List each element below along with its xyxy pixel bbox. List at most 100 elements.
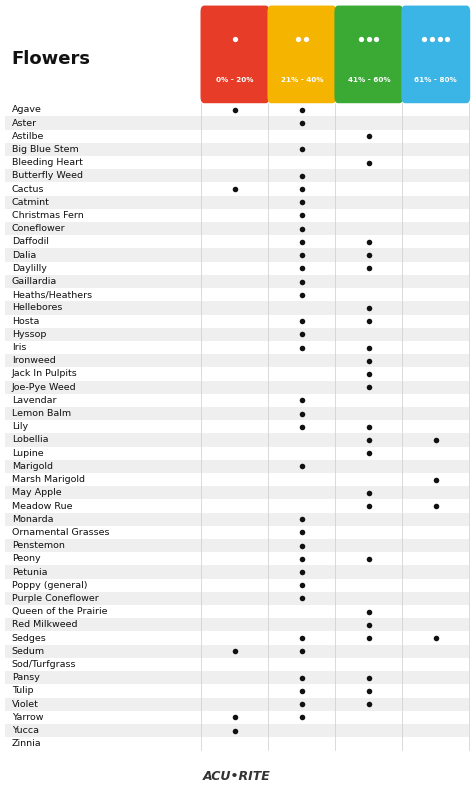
FancyBboxPatch shape xyxy=(5,156,469,169)
Text: Yarrow: Yarrow xyxy=(12,713,43,722)
FancyBboxPatch shape xyxy=(5,129,469,143)
Text: Ironweed: Ironweed xyxy=(12,357,55,365)
Text: Poppy (general): Poppy (general) xyxy=(12,580,87,590)
Text: Sedges: Sedges xyxy=(12,634,46,642)
Text: Lobellia: Lobellia xyxy=(12,435,48,445)
Text: Lupine: Lupine xyxy=(12,449,44,457)
Text: Astilbe: Astilbe xyxy=(12,132,44,141)
FancyBboxPatch shape xyxy=(5,473,469,486)
Text: Hosta: Hosta xyxy=(12,317,39,326)
Text: Bleeding Heart: Bleeding Heart xyxy=(12,158,83,168)
Text: Joe-Pye Weed: Joe-Pye Weed xyxy=(12,383,76,391)
Text: Catmint: Catmint xyxy=(12,198,50,206)
FancyBboxPatch shape xyxy=(5,380,469,394)
Text: Daffodil: Daffodil xyxy=(12,237,49,246)
Text: Agave: Agave xyxy=(12,106,42,114)
FancyBboxPatch shape xyxy=(267,6,336,103)
Text: Coneflower: Coneflower xyxy=(12,224,65,233)
Text: 61% - 80%: 61% - 80% xyxy=(414,77,457,83)
FancyBboxPatch shape xyxy=(5,235,469,249)
FancyBboxPatch shape xyxy=(5,169,469,183)
FancyBboxPatch shape xyxy=(401,6,470,103)
Text: Christmas Fern: Christmas Fern xyxy=(12,211,83,220)
Text: Flowers: Flowers xyxy=(12,50,91,67)
Text: Peony: Peony xyxy=(12,554,40,563)
FancyBboxPatch shape xyxy=(334,6,403,103)
FancyBboxPatch shape xyxy=(5,434,469,446)
Text: 41% - 60%: 41% - 60% xyxy=(347,77,390,83)
FancyBboxPatch shape xyxy=(5,420,469,434)
Text: Sedum: Sedum xyxy=(12,647,45,656)
FancyBboxPatch shape xyxy=(5,619,469,631)
Text: Lavendar: Lavendar xyxy=(12,396,56,405)
FancyBboxPatch shape xyxy=(5,354,469,368)
FancyBboxPatch shape xyxy=(5,499,469,513)
FancyBboxPatch shape xyxy=(5,737,469,750)
Text: ACU•RITE: ACU•RITE xyxy=(203,770,271,783)
FancyBboxPatch shape xyxy=(201,6,269,103)
FancyBboxPatch shape xyxy=(5,446,469,460)
FancyBboxPatch shape xyxy=(5,460,469,473)
FancyBboxPatch shape xyxy=(5,513,469,526)
Text: Sod/Turfgrass: Sod/Turfgrass xyxy=(12,660,76,669)
FancyBboxPatch shape xyxy=(5,117,469,129)
FancyBboxPatch shape xyxy=(5,553,469,565)
Text: Red Milkweed: Red Milkweed xyxy=(12,620,77,630)
FancyBboxPatch shape xyxy=(5,684,469,697)
FancyBboxPatch shape xyxy=(5,394,469,407)
Text: 0% - 20%: 0% - 20% xyxy=(216,77,254,83)
FancyBboxPatch shape xyxy=(5,195,469,209)
Text: Meadow Rue: Meadow Rue xyxy=(12,502,73,511)
FancyBboxPatch shape xyxy=(5,592,469,605)
FancyBboxPatch shape xyxy=(5,658,469,671)
FancyBboxPatch shape xyxy=(5,526,469,539)
Text: 21% - 40%: 21% - 40% xyxy=(281,77,323,83)
Text: Cactus: Cactus xyxy=(12,184,45,194)
Text: Lily: Lily xyxy=(12,422,28,431)
FancyBboxPatch shape xyxy=(5,697,469,711)
FancyBboxPatch shape xyxy=(5,368,469,380)
Text: Penstemon: Penstemon xyxy=(12,542,65,550)
Text: Hyssop: Hyssop xyxy=(12,330,46,339)
Text: Daylilly: Daylilly xyxy=(12,264,47,273)
FancyBboxPatch shape xyxy=(5,262,469,275)
Text: Queen of the Prairie: Queen of the Prairie xyxy=(12,607,107,616)
Text: Butterfly Weed: Butterfly Weed xyxy=(12,172,83,180)
FancyBboxPatch shape xyxy=(5,301,469,314)
FancyBboxPatch shape xyxy=(5,249,469,262)
Text: Dalia: Dalia xyxy=(12,251,36,260)
FancyBboxPatch shape xyxy=(5,183,469,195)
FancyBboxPatch shape xyxy=(5,539,469,553)
FancyBboxPatch shape xyxy=(5,328,469,341)
FancyBboxPatch shape xyxy=(5,724,469,737)
FancyBboxPatch shape xyxy=(5,222,469,235)
FancyBboxPatch shape xyxy=(5,314,469,328)
Text: Zinnia: Zinnia xyxy=(12,739,42,748)
Text: Jack In Pulpits: Jack In Pulpits xyxy=(12,369,78,379)
Text: Petunia: Petunia xyxy=(12,568,47,576)
FancyBboxPatch shape xyxy=(5,711,469,724)
Text: Iris: Iris xyxy=(12,343,26,352)
Text: Violet: Violet xyxy=(12,700,39,708)
Text: Ornamental Grasses: Ornamental Grasses xyxy=(12,528,109,537)
Text: Marsh Marigold: Marsh Marigold xyxy=(12,475,85,484)
FancyBboxPatch shape xyxy=(5,671,469,684)
FancyBboxPatch shape xyxy=(5,565,469,579)
FancyBboxPatch shape xyxy=(5,103,469,117)
FancyBboxPatch shape xyxy=(5,645,469,658)
FancyBboxPatch shape xyxy=(5,341,469,354)
Text: Pansy: Pansy xyxy=(12,673,40,682)
Text: Aster: Aster xyxy=(12,118,37,128)
Text: Marigold: Marigold xyxy=(12,462,53,471)
FancyBboxPatch shape xyxy=(5,275,469,288)
FancyBboxPatch shape xyxy=(5,407,469,420)
FancyBboxPatch shape xyxy=(5,631,469,645)
FancyBboxPatch shape xyxy=(5,143,469,156)
Text: Gaillardia: Gaillardia xyxy=(12,277,57,286)
Text: Tulip: Tulip xyxy=(12,686,33,696)
FancyBboxPatch shape xyxy=(5,605,469,619)
Text: May Apple: May Apple xyxy=(12,488,62,497)
Text: Big Blue Stem: Big Blue Stem xyxy=(12,145,79,154)
Text: Purple Coneflower: Purple Coneflower xyxy=(12,594,99,603)
FancyBboxPatch shape xyxy=(5,288,469,301)
